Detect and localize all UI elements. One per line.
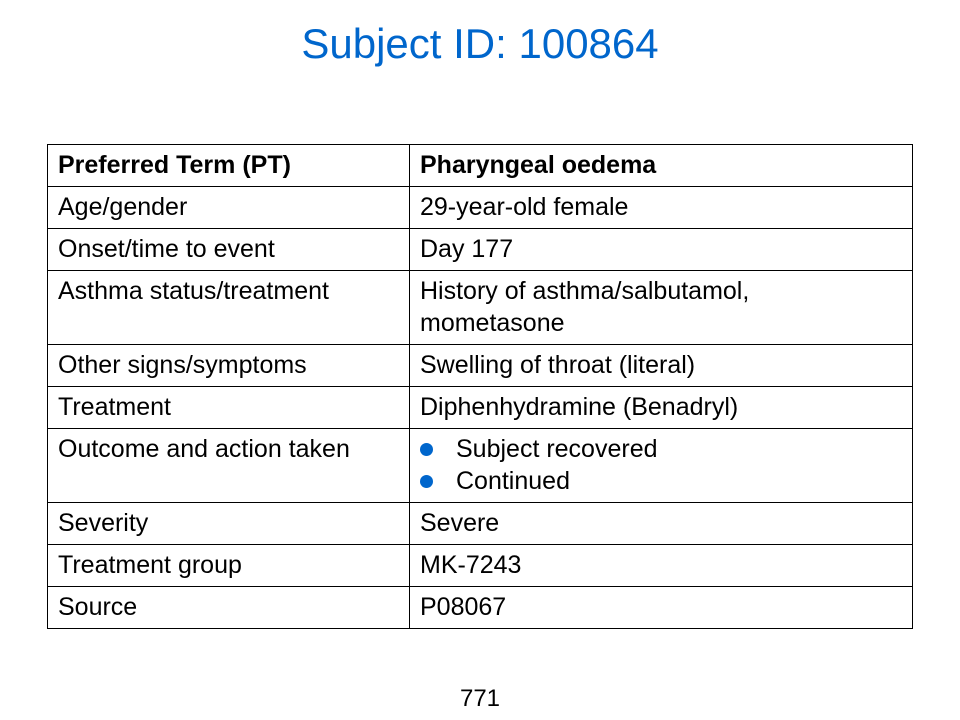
table-header-row: Preferred Term (PT) Pharyngeal oedema (47, 144, 913, 187)
row-label-treatment: Treatment (47, 386, 410, 429)
page-title: Subject ID: 100864 (301, 20, 659, 67)
row-label-onset: Onset/time to event (47, 228, 410, 271)
row-value-age-gender: 29-year-old female (409, 186, 913, 229)
table-row: Asthma status/treatment History of asthm… (47, 270, 913, 345)
row-label-treatment-group: Treatment group (47, 544, 410, 587)
row-label-asthma: Asthma status/treatment (47, 270, 410, 345)
header-value-cell: Pharyngeal oedema (409, 144, 913, 187)
row-label-age-gender: Age/gender (47, 186, 410, 229)
page-number: 771 (459, 685, 501, 712)
table-row: Source P08067 (47, 586, 913, 629)
outcome-label-text: Outcome and action taken (58, 435, 350, 463)
row-value-onset: Day 177 (409, 228, 913, 271)
bullet-dot-icon (420, 475, 433, 488)
outcome-bullet-list: Subject recovered Continued (420, 433, 908, 497)
table-row: Age/gender 29-year-old female (47, 186, 913, 229)
header-label-cell: Preferred Term (PT) (47, 144, 410, 187)
row-label-other-signs: Other signs/symptoms (47, 344, 410, 387)
bullet-dot-icon (420, 443, 433, 456)
row-value-asthma: History of asthma/salbutamol, mometasone (409, 270, 913, 345)
table-row: Treatment Diphenhydramine (Benadryl) (47, 386, 913, 429)
row-value-other-signs: Swelling of throat (literal) (409, 344, 913, 387)
row-value-severity: Severe (409, 502, 913, 545)
table-row: Severity Severe (47, 502, 913, 545)
list-item: Subject recovered (420, 433, 908, 465)
row-label-source: Source (47, 586, 410, 629)
row-value-treatment: Diphenhydramine (Benadryl) (409, 386, 913, 429)
table-row: Other signs/symptoms Swelling of throat … (47, 344, 913, 387)
row-label-severity: Severity (47, 502, 410, 545)
outcome-bullet-text: Subject recovered (456, 435, 658, 463)
outcome-bullet-text: Continued (456, 467, 570, 495)
table-row: Treatment group MK-7243 (47, 544, 913, 587)
row-value-treatment-group: MK-7243 (409, 544, 913, 587)
table-row: Onset/time to event Day 177 (47, 228, 913, 271)
row-value-source: P08067 (409, 586, 913, 629)
list-item: Continued (420, 465, 908, 497)
subject-info-table: Preferred Term (PT) Pharyngeal oedema Ag… (47, 144, 913, 629)
asthma-value-text: History of asthma/salbutamol, mometasone (420, 277, 750, 337)
row-value-outcome: Subject recovered Continued (409, 428, 913, 503)
row-label-outcome: Outcome and action taken (47, 428, 410, 503)
table-row: Outcome and action taken Subject recover… (47, 428, 913, 503)
